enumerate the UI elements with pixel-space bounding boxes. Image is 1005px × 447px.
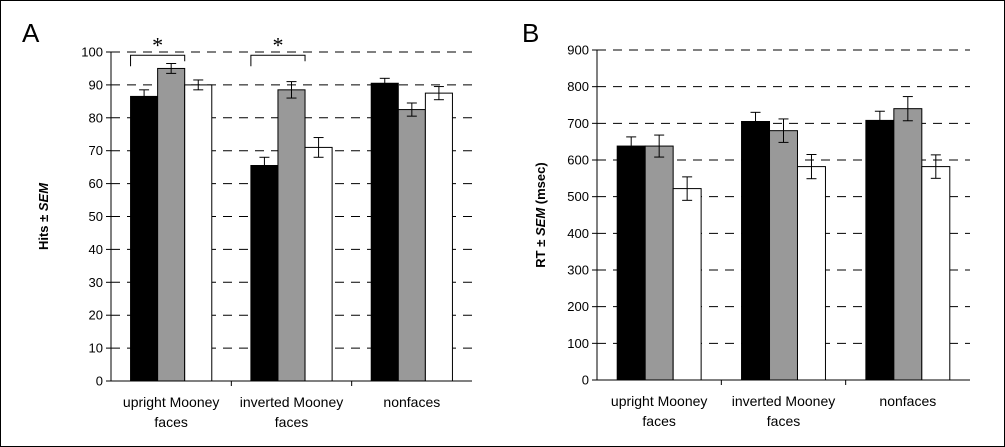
category-label: upright Mooney faces xyxy=(611,393,708,429)
y-tick-label: 60 xyxy=(89,176,103,191)
bar xyxy=(250,165,279,382)
category-label-line: faces xyxy=(154,414,187,430)
y-axis-label-suffix: (msec) xyxy=(533,162,548,208)
category-label-line: inverted Mooney xyxy=(732,393,836,409)
bar xyxy=(893,108,923,381)
chart-panel-a: A Hits ± SEM 0 10 20 30 40 50 60 70 80 90 100 upright… xyxy=(22,18,472,430)
significance-marker: * xyxy=(152,32,163,57)
y-tick-label: 90 xyxy=(89,77,103,92)
y-tick-label: 40 xyxy=(89,242,103,257)
bar xyxy=(130,95,159,382)
category-label-line: faces xyxy=(642,413,675,429)
y-tick-label: 30 xyxy=(89,275,103,290)
panel-label: B xyxy=(522,18,539,48)
bar xyxy=(304,146,333,382)
y-tick-label: 70 xyxy=(89,143,103,158)
y-axis-label-italic: SEM xyxy=(36,182,51,211)
bar xyxy=(644,145,674,381)
bar xyxy=(184,84,213,382)
y-tick-label: 100 xyxy=(81,45,103,60)
y-axis-label-plain: RT ± xyxy=(533,236,548,268)
significance-bracket xyxy=(250,54,306,67)
bar xyxy=(921,166,951,381)
bar xyxy=(424,92,453,382)
category-label: nonfaces xyxy=(383,394,440,410)
category-label: inverted Mooney faces xyxy=(240,394,344,430)
category-label-line: upright Mooney xyxy=(123,394,220,410)
significance-marker: * xyxy=(272,32,283,57)
bar xyxy=(672,188,702,381)
bar xyxy=(397,109,426,382)
bar xyxy=(796,166,826,381)
y-tick-label: 0 xyxy=(96,374,103,389)
chart-panel-b: B RT ± SEM (msec) 0 100 200 300 400 500 600 700 80… xyxy=(522,18,970,429)
y-tick-label: 20 xyxy=(89,308,103,323)
category-label: inverted Mooney faces xyxy=(732,393,836,429)
y-tick-label: 300 xyxy=(567,263,589,278)
y-axis-label-italic: SEM xyxy=(533,207,548,236)
category-label: upright Mooney faces xyxy=(123,394,220,430)
bar xyxy=(157,67,186,382)
bar xyxy=(277,89,306,382)
bar xyxy=(616,145,646,381)
bar xyxy=(769,130,798,381)
y-tick-label: 50 xyxy=(89,209,103,224)
bar xyxy=(741,121,771,381)
y-tick-label: 0 xyxy=(582,373,589,388)
y-tick-label: 600 xyxy=(567,153,589,168)
panel-label: A xyxy=(22,18,40,48)
y-axis-label: Hits ± SEM xyxy=(36,182,51,250)
y-tick-label: 800 xyxy=(567,79,589,94)
y-axis-label: RT ± SEM (msec) xyxy=(533,162,548,267)
category-label-line: nonfaces xyxy=(879,393,936,409)
bar xyxy=(370,82,399,382)
category-label-line: inverted Mooney xyxy=(240,394,344,410)
y-axis-label-plain: Hits ± xyxy=(36,211,51,250)
y-tick-label: 400 xyxy=(567,226,589,241)
y-tick-label: 10 xyxy=(89,341,103,356)
bar xyxy=(865,119,895,381)
significance-bracket xyxy=(130,54,186,67)
category-label-line: upright Mooney xyxy=(611,393,708,409)
category-label: nonfaces xyxy=(879,393,936,409)
y-tick-label: 80 xyxy=(89,110,103,125)
category-label-line: nonfaces xyxy=(383,394,440,410)
category-label-line: faces xyxy=(275,414,308,430)
y-tick-label: 700 xyxy=(567,116,589,131)
category-label-line: faces xyxy=(767,413,800,429)
y-tick-label: 900 xyxy=(567,43,589,58)
y-tick-label: 200 xyxy=(567,299,589,314)
y-tick-label: 500 xyxy=(567,189,589,204)
y-tick-label: 100 xyxy=(567,336,589,351)
